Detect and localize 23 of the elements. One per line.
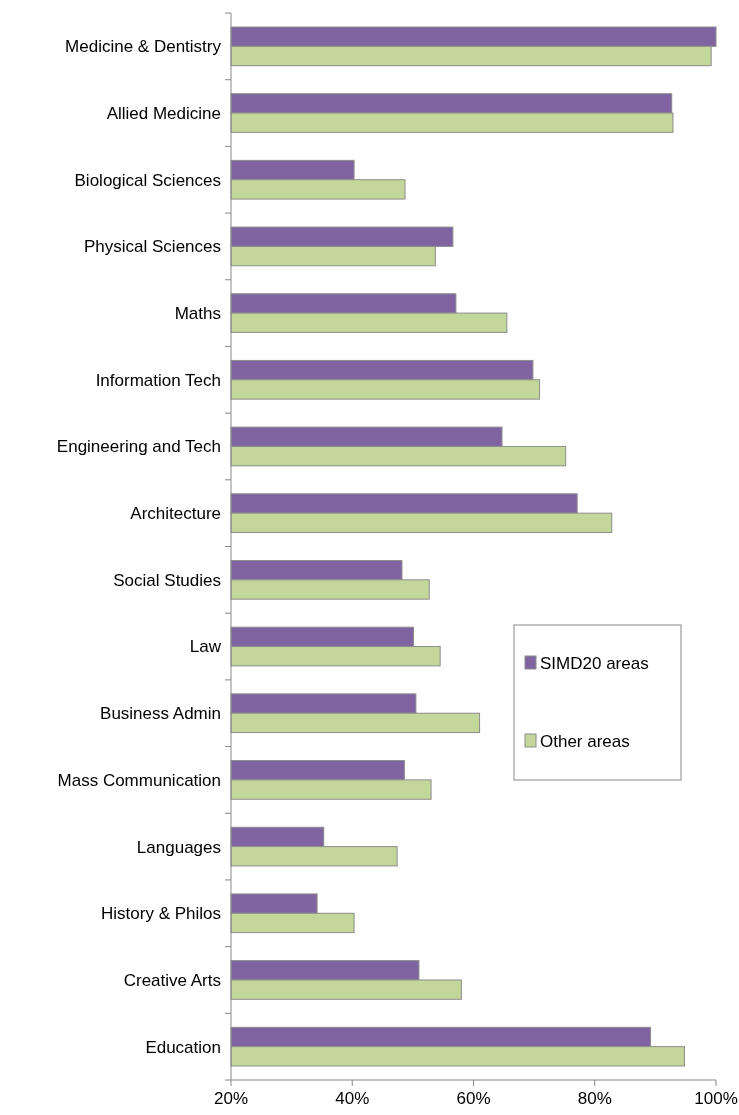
x-tick-label: 100% <box>694 1089 738 1108</box>
x-tick-label: 40% <box>335 1089 370 1108</box>
y-tick-label: Mass Communication <box>57 770 221 790</box>
y-tick-label: Business Admin <box>100 704 221 724</box>
y-tick-label: Allied Medicine <box>106 103 221 123</box>
legend-label: SIMD20 areas <box>540 653 649 673</box>
y-tick-label: Architecture <box>130 504 221 524</box>
x-tick-label: 80% <box>577 1089 612 1108</box>
y-tick-label: Law <box>189 637 222 657</box>
y-tick-label: Languages <box>136 837 221 857</box>
x-tick-label: 60% <box>456 1089 491 1108</box>
y-tick-label: History & Philos <box>101 904 221 924</box>
y-tick-label: Maths <box>174 304 221 324</box>
y-tick-label: Social Studies <box>113 570 221 590</box>
y-tick-label: Engineering and Tech <box>56 437 221 457</box>
y-tick-label: Medicine & Dentistry <box>65 37 222 57</box>
y-tick-label: Education <box>145 1037 221 1057</box>
y-tick-label: Information Tech <box>95 370 221 390</box>
legend-label: Other areas <box>540 731 630 751</box>
y-tick-label: Physical Sciences <box>83 237 221 257</box>
x-tick-label: 20% <box>213 1089 249 1108</box>
y-tick-label: Biological Sciences <box>74 170 221 190</box>
y-tick-label: Creative Arts <box>123 970 221 990</box>
